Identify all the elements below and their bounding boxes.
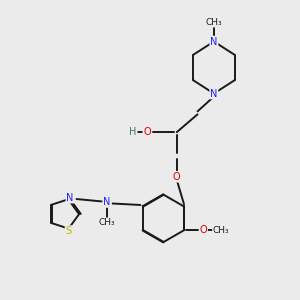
Text: H: H	[129, 127, 137, 137]
Text: O: O	[200, 225, 207, 235]
Text: CH₃: CH₃	[213, 226, 230, 235]
Text: CH₃: CH₃	[206, 18, 222, 27]
Text: O: O	[173, 172, 181, 182]
Text: N: N	[210, 88, 218, 98]
Text: N: N	[210, 37, 218, 46]
Text: S: S	[65, 226, 72, 236]
Text: N: N	[103, 197, 111, 207]
Text: O: O	[143, 127, 151, 137]
Text: CH₃: CH₃	[99, 218, 116, 227]
Text: N: N	[66, 193, 74, 203]
